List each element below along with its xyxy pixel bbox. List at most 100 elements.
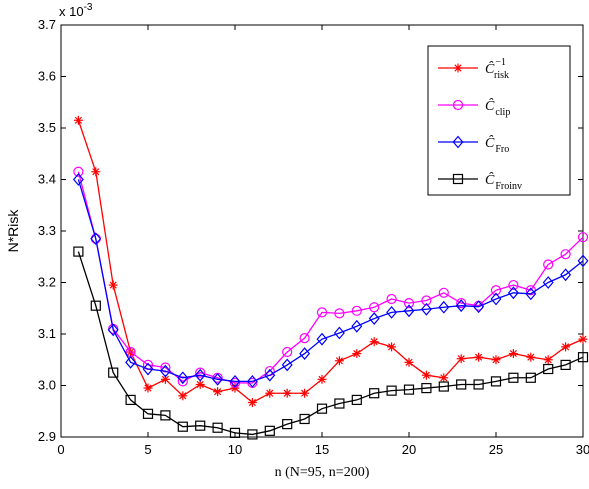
data-point bbox=[577, 232, 589, 243]
y-tick-label: 3.7 bbox=[38, 17, 56, 32]
series-Fro bbox=[72, 173, 589, 388]
data-point bbox=[526, 352, 536, 362]
data-point bbox=[177, 376, 188, 387]
data-point bbox=[508, 279, 519, 291]
data-point bbox=[195, 367, 206, 378]
legend-label-main: Ĉ bbox=[485, 60, 495, 77]
data-point bbox=[247, 397, 257, 407]
data-point bbox=[159, 364, 171, 378]
data-point bbox=[299, 413, 310, 425]
data-point bbox=[264, 425, 275, 436]
data-point bbox=[386, 293, 397, 305]
x-tick-label: 0 bbox=[57, 442, 64, 457]
data-point bbox=[282, 419, 293, 430]
data-point bbox=[125, 394, 136, 406]
data-point bbox=[560, 268, 572, 282]
legend-marker bbox=[452, 99, 464, 111]
data-point bbox=[543, 363, 554, 375]
data-point bbox=[473, 379, 484, 390]
data-point bbox=[420, 302, 432, 316]
data-point bbox=[438, 287, 449, 298]
data-point bbox=[73, 166, 84, 177]
series-line bbox=[77, 179, 584, 383]
data-point bbox=[282, 388, 292, 398]
data-point bbox=[177, 421, 188, 432]
data-point bbox=[369, 302, 380, 313]
data-point bbox=[525, 287, 537, 301]
data-point bbox=[474, 352, 484, 362]
x-tick-label: 30 bbox=[576, 442, 589, 457]
data-point bbox=[421, 295, 432, 306]
data-point bbox=[90, 300, 101, 311]
data-point bbox=[213, 387, 223, 397]
data-point bbox=[73, 246, 84, 257]
data-point bbox=[107, 323, 119, 337]
legend-label-sub: clip bbox=[495, 107, 510, 118]
data-point bbox=[160, 362, 171, 373]
series-risk bbox=[73, 115, 588, 407]
data-point bbox=[351, 394, 362, 406]
legend-entry-risk: Ĉ−1 risk bbox=[438, 57, 509, 81]
data-point bbox=[299, 333, 310, 344]
legend-entry-Fro: ĈFro bbox=[438, 134, 509, 155]
data-point bbox=[229, 427, 241, 438]
data-point bbox=[490, 285, 502, 296]
series-Froinv bbox=[73, 246, 589, 440]
data-point bbox=[438, 381, 449, 392]
data-point bbox=[334, 308, 345, 319]
data-point bbox=[264, 368, 276, 382]
data-point bbox=[542, 276, 554, 289]
data-point bbox=[316, 403, 328, 414]
data-point bbox=[490, 292, 502, 306]
legend-marker bbox=[452, 173, 464, 185]
legend-entry-clip: Ĉclip bbox=[438, 97, 510, 118]
data-point bbox=[72, 173, 84, 186]
data-point bbox=[334, 356, 344, 366]
data-point bbox=[386, 385, 397, 396]
data-point bbox=[473, 300, 485, 314]
data-point bbox=[142, 362, 154, 376]
data-point bbox=[421, 382, 432, 394]
data-point bbox=[317, 374, 327, 384]
data-point bbox=[351, 319, 363, 333]
x-tick-label: 10 bbox=[228, 442, 242, 457]
y-tick-label: 3.5 bbox=[38, 120, 56, 135]
y-tick-label: 3.6 bbox=[38, 69, 56, 84]
data-point bbox=[247, 429, 258, 440]
data-point bbox=[456, 354, 466, 364]
y-tick-label: 3.1 bbox=[38, 326, 56, 341]
legend-label-main: Ĉ bbox=[485, 171, 495, 188]
x-tick-label: 25 bbox=[489, 442, 503, 457]
data-point bbox=[90, 232, 102, 246]
data-point bbox=[265, 388, 275, 398]
data-point bbox=[316, 332, 328, 346]
legend-marker bbox=[452, 135, 464, 149]
y-tick-label: 3.3 bbox=[38, 223, 56, 238]
data-point bbox=[229, 374, 241, 388]
legend-marker bbox=[453, 63, 463, 73]
data-point bbox=[525, 372, 536, 383]
data-point bbox=[125, 355, 137, 369]
series-line bbox=[77, 171, 584, 384]
data-point bbox=[577, 254, 589, 268]
legend-label-sub: Fro bbox=[495, 144, 509, 155]
data-point bbox=[73, 115, 83, 125]
data-point bbox=[369, 337, 379, 347]
x-axis-ticks: 0 5 10 15 20 25 30 bbox=[57, 25, 589, 457]
data-point bbox=[246, 374, 258, 388]
data-point bbox=[421, 370, 431, 380]
data-point bbox=[491, 355, 501, 365]
data-point bbox=[91, 167, 101, 177]
data-point bbox=[300, 388, 310, 398]
legend-label-sub: risk bbox=[494, 70, 509, 81]
data-point bbox=[403, 298, 415, 309]
data-point bbox=[282, 346, 293, 358]
data-point bbox=[230, 383, 240, 393]
data-point bbox=[281, 358, 293, 372]
data-point bbox=[369, 388, 380, 399]
legend-box bbox=[427, 45, 571, 196]
legend-label-main: Ĉ bbox=[485, 97, 495, 114]
data-point bbox=[508, 372, 519, 383]
